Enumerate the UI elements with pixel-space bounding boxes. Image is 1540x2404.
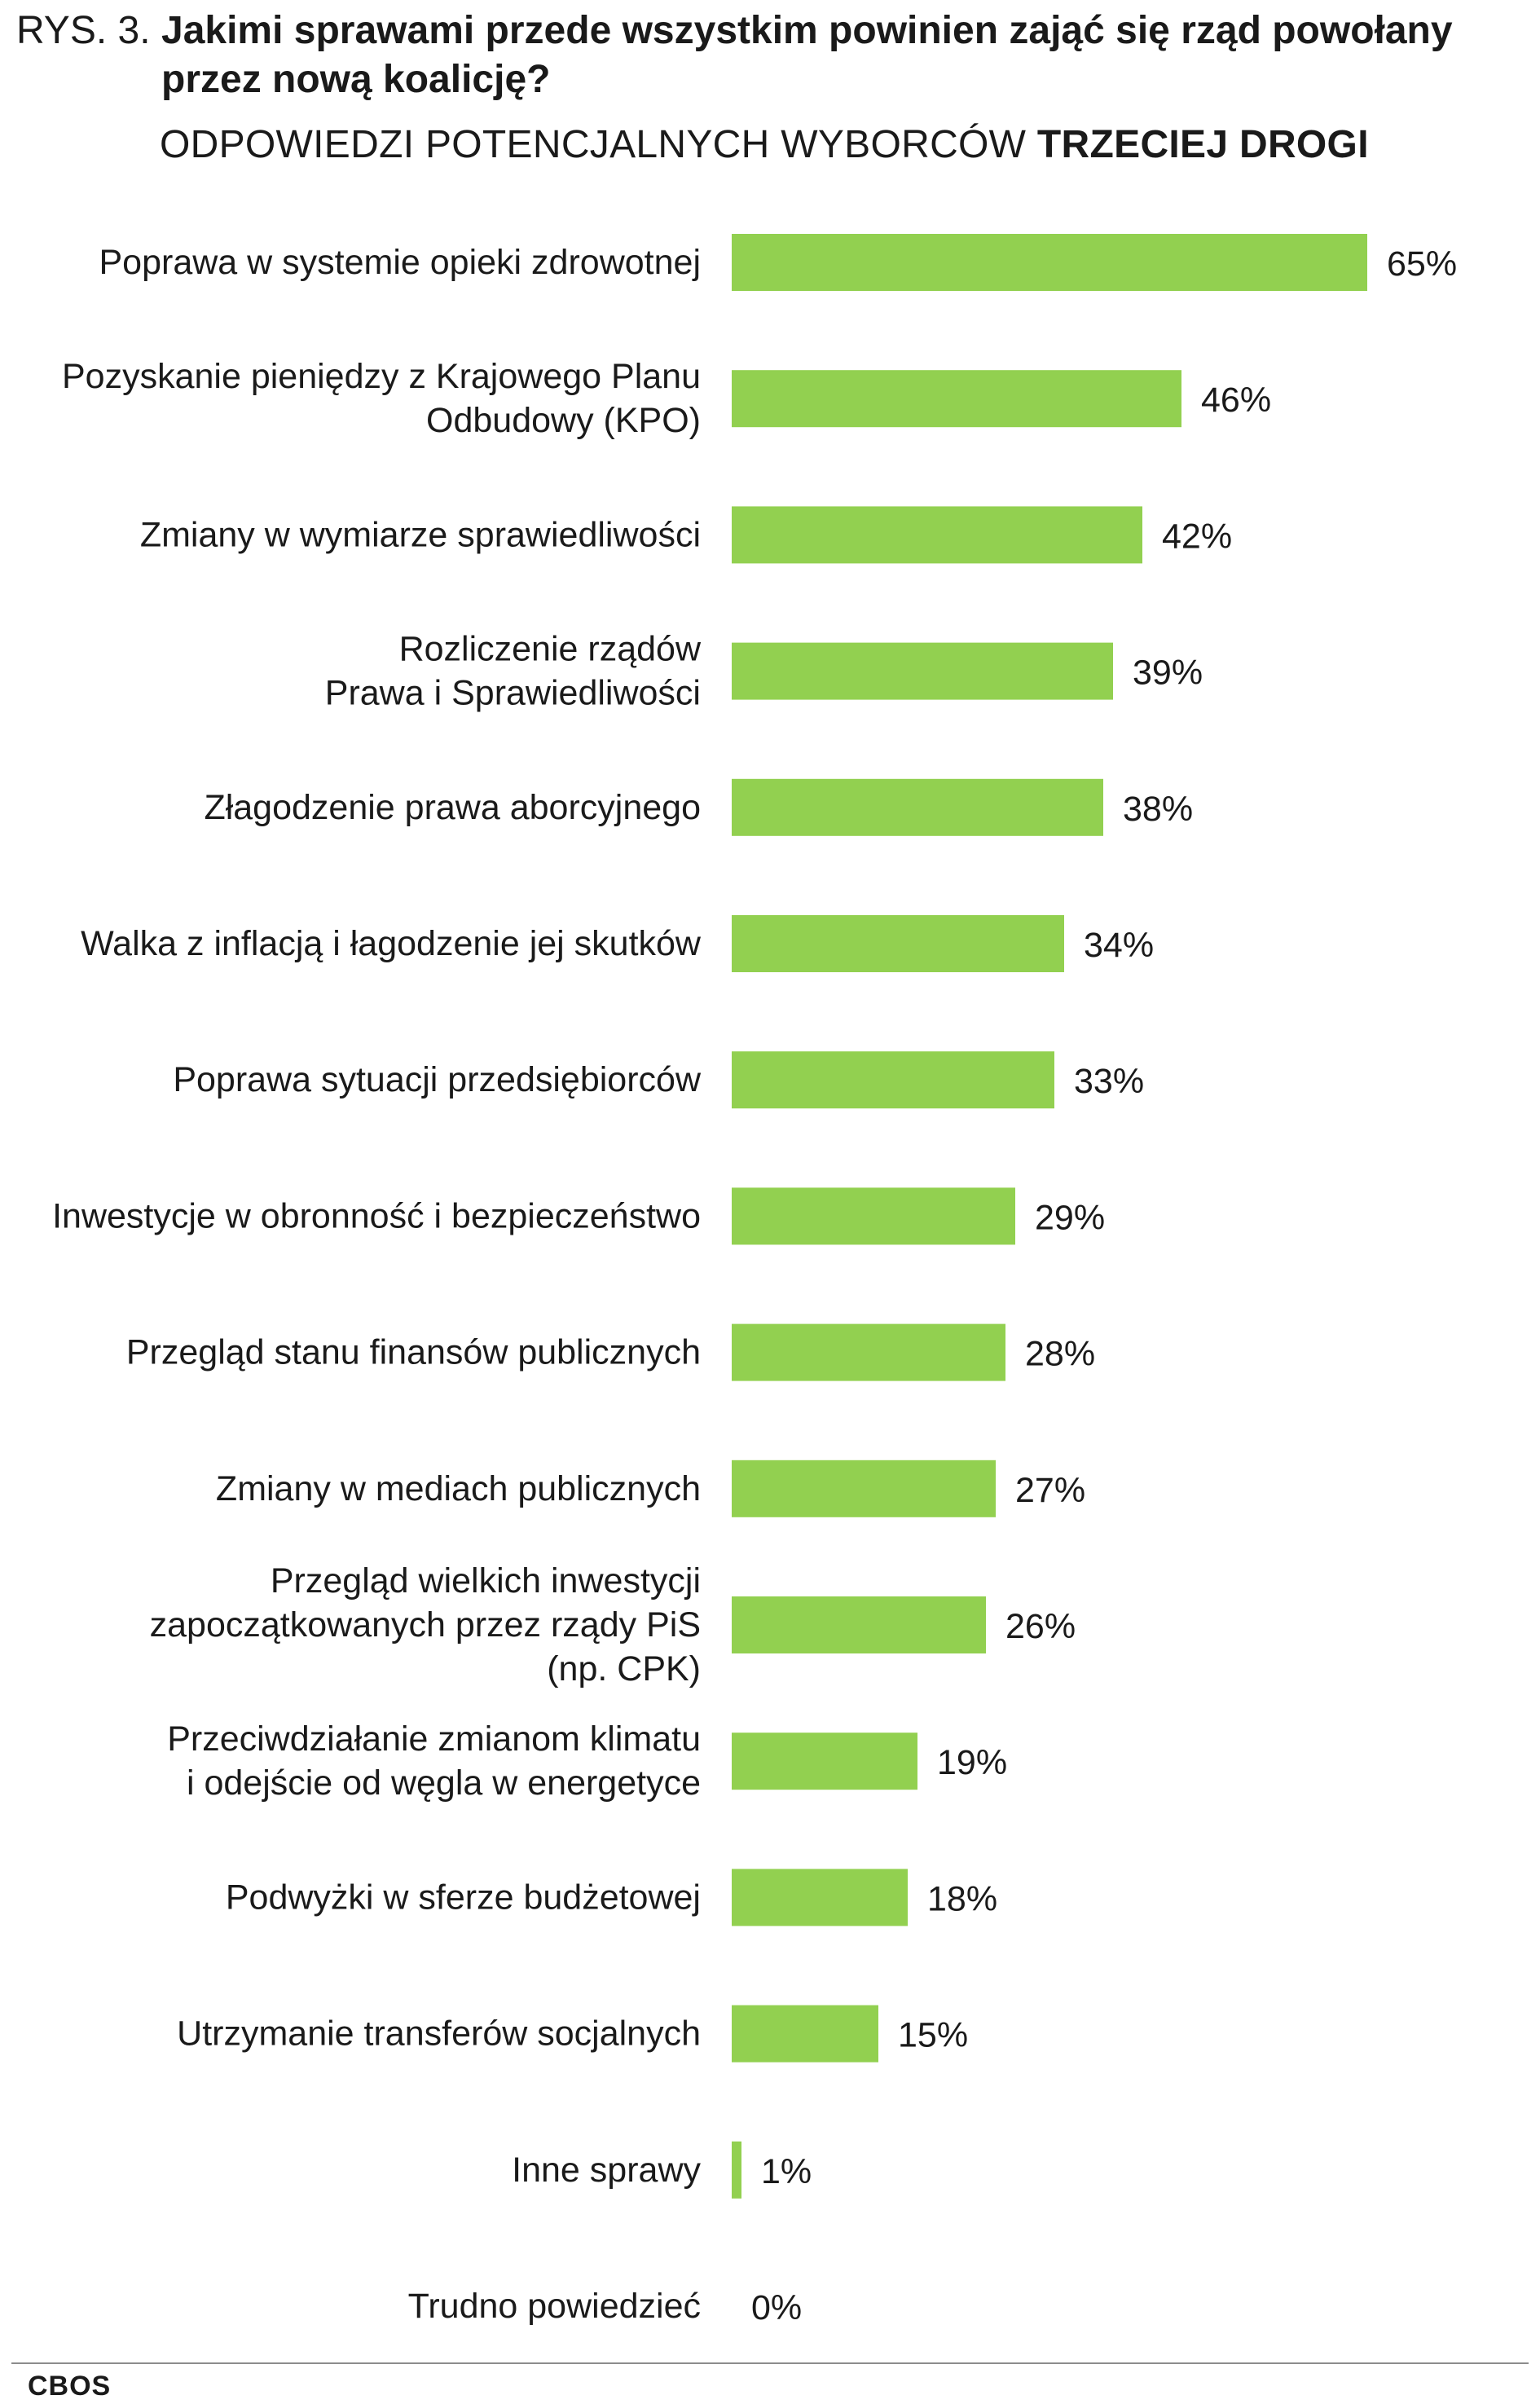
value-label: 46%	[1201, 381, 1271, 420]
bar	[732, 1187, 1015, 1245]
category-label: Zmiany w mediach publicznych	[216, 1469, 701, 1508]
bar-row: Utrzymanie transferów socjalnych 15%	[177, 2005, 968, 2063]
bar-row: Rozliczenie rządów Prawa i Sprawiedliwośc…	[325, 630, 1203, 713]
bar	[732, 1596, 986, 1653]
bar	[732, 642, 1113, 700]
bar	[732, 2141, 741, 2199]
value-label: 18%	[927, 1879, 997, 1918]
subtitle-prefix: ODPOWIEDZI POTENCJALNYCH WYBORCÓW	[160, 123, 1037, 166]
category-label: Poprawa w systemie opieki zdrowotnej	[99, 243, 702, 282]
bar-row: Przegląd wielkich inwestycji zapoczątkowa…	[150, 1561, 1076, 1689]
category-label: Utrzymanie transferów socjalnych	[177, 2014, 701, 2054]
category-label: Trudno powiedzieć	[408, 2287, 701, 2326]
bar-row: Trudno powiedzieć 0%	[408, 2287, 802, 2327]
bar	[732, 1323, 1005, 1381]
bar-row: Zmiany w wymiarze sprawiedliwości 42%	[140, 506, 1232, 564]
category-label: Zmiany w wymiarze sprawiedliwości	[140, 515, 701, 554]
category-label: (np. CPK)	[547, 1649, 701, 1689]
value-label: 42%	[1162, 517, 1232, 556]
bar	[732, 1733, 917, 1790]
value-label: 19%	[937, 1743, 1007, 1782]
chart-title: Jakimi sprawami przede wszystkim powinie…	[161, 9, 1453, 101]
chart-subtitle: ODPOWIEDZI POTENCJALNYCH WYBORCÓW TRZECI…	[160, 121, 1369, 170]
category-label: zapoczątkowanych przez rządy PiS	[150, 1605, 701, 1644]
category-label: Rozliczenie rządów	[399, 630, 702, 669]
category-label: Przeciwdziałanie zmianom klimatu	[167, 1719, 701, 1759]
category-label: Inwestycje w obronność i bezpieczeństwo	[52, 1196, 701, 1235]
category-label: i odejście od węgla w energetyce	[187, 1763, 701, 1803]
category-label: Pozyskanie pieniędzy z Krajowego Planu	[62, 357, 701, 396]
subtitle-emphasis: TRZECIEJ DROGI	[1036, 123, 1369, 166]
value-label: 28%	[1025, 1335, 1095, 1374]
bar	[732, 778, 1103, 836]
value-label: 34%	[1084, 926, 1154, 965]
bar-row: Przegląd stanu finansów publicznych 28%	[126, 1323, 1095, 1381]
bar-row: Zmiany w mediach publicznych 27%	[216, 1460, 1085, 1517]
category-label: Poprawa sytuacji przedsiębiorców	[173, 1060, 702, 1099]
category-label: Inne sprawy	[512, 2151, 701, 2190]
value-label: 29%	[1035, 1198, 1105, 1237]
value-label: 0%	[751, 2288, 802, 2327]
bar-row: Złagodzenie prawa aborcyjnego 38%	[204, 778, 1193, 836]
footer-divider	[11, 2362, 1529, 2364]
value-label: 33%	[1074, 1062, 1144, 1101]
bar-row: Poprawa sytuacji przedsiębiorców 33%	[173, 1051, 1144, 1109]
category-label: Walka z inflacją i łagodzenie jej skutkó…	[81, 924, 702, 963]
bar-row: Podwyżki w sferze budżetowej 18%	[226, 1869, 997, 1926]
figure-label: RYS. 3.	[16, 9, 151, 52]
value-label: 15%	[898, 2016, 968, 2055]
value-label: 27%	[1015, 1471, 1085, 1510]
bar	[732, 2005, 878, 2063]
category-label: Prawa i Sprawiedliwości	[325, 674, 701, 713]
value-label: 65%	[1387, 244, 1457, 284]
category-label: Przegląd stanu finansów publicznych	[126, 1333, 701, 1372]
bar	[732, 506, 1142, 564]
bar-row: Poprawa w systemie opieki zdrowotnej 65%	[99, 234, 1457, 291]
bar-row: Inwestycje w obronność i bezpieczeństwo 2…	[52, 1187, 1105, 1245]
bar	[732, 234, 1367, 291]
value-label: 1%	[761, 2152, 812, 2191]
bar	[732, 915, 1064, 972]
bar	[732, 370, 1181, 428]
bar	[732, 1051, 1054, 1109]
chart-header: RYS. 3. Jakimi sprawami przede wszystkim…	[16, 7, 1524, 104]
bar-row: Walka z inflacją i łagodzenie jej skutkó…	[81, 915, 1154, 972]
source-label: CBOS	[28, 2371, 112, 2402]
category-label: Złagodzenie prawa aborcyjnego	[204, 788, 701, 827]
bar-row: Inne sprawy 1%	[512, 2141, 812, 2199]
category-label: Przegląd wielkich inwestycji	[271, 1561, 701, 1600]
title-row: RYS. 3. Jakimi sprawami przede wszystkim…	[16, 7, 1524, 104]
category-label: Podwyżki w sferze budżetowej	[226, 1878, 701, 1917]
value-label: 26%	[1005, 1607, 1076, 1646]
value-label: 39%	[1133, 654, 1203, 693]
bar	[732, 1460, 996, 1517]
bar-row: Pozyskanie pieniędzy z Krajowego Planu Od…	[62, 357, 1271, 440]
bar	[732, 1869, 908, 1926]
category-label: Odbudowy (KPO)	[426, 401, 701, 440]
value-label: 38%	[1123, 790, 1193, 829]
